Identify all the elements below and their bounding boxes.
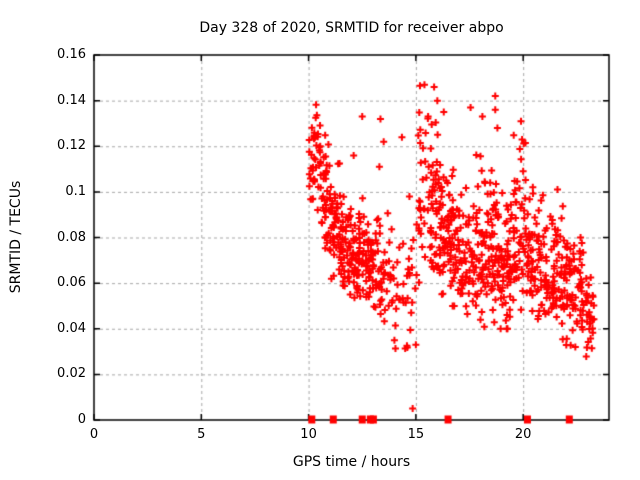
x-tick-label: 0 — [89, 427, 99, 442]
y-tick-label: 0.14 — [57, 92, 86, 108]
x-tick-label: 15 — [407, 427, 425, 442]
y-tick-label: 0.04 — [57, 320, 86, 336]
y-tick-label: 0 — [77, 412, 86, 427]
y-tick-label: 0.12 — [57, 138, 86, 154]
y-tick-label: 0.06 — [57, 275, 86, 291]
y-tick-label: 0.08 — [57, 229, 86, 245]
y-tick-label: 0.02 — [57, 366, 86, 382]
x-tick-label: 5 — [197, 427, 206, 442]
chart-title: Day 328 of 2020, SRMTID for receiver abp… — [199, 20, 504, 36]
y-tick-label: 0.1 — [65, 183, 86, 199]
x-tick-label: 20 — [514, 427, 532, 442]
y-tick-label: 0.16 — [57, 47, 86, 62]
x-tick-label: 10 — [300, 427, 317, 442]
x-axis-label: GPS time / hours — [292, 454, 411, 470]
